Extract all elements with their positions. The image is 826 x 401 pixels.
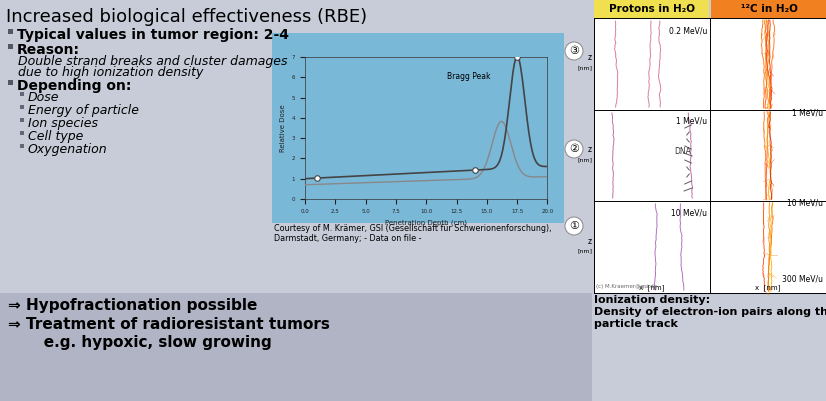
Text: Protons in H₂O: Protons in H₂O [609, 4, 695, 14]
Text: Density of electron-ion pairs along the: Density of electron-ion pairs along the [594, 307, 826, 317]
Text: ¹²C in H₂O: ¹²C in H₂O [741, 4, 797, 14]
X-axis label: Penetration Depth (cm): Penetration Depth (cm) [385, 219, 468, 226]
Text: ⇒ Hypofractionation possible: ⇒ Hypofractionation possible [8, 298, 258, 313]
Text: Double strand breaks and cluster damages: Double strand breaks and cluster damages [18, 55, 287, 68]
Text: Cell type: Cell type [28, 130, 83, 143]
FancyBboxPatch shape [20, 131, 24, 135]
FancyBboxPatch shape [20, 92, 24, 96]
FancyBboxPatch shape [8, 44, 13, 49]
Text: particle track: particle track [594, 319, 678, 329]
Text: 1 MeV/u: 1 MeV/u [792, 109, 823, 118]
FancyBboxPatch shape [594, 18, 826, 293]
FancyBboxPatch shape [272, 33, 564, 223]
FancyBboxPatch shape [20, 118, 24, 122]
Text: DNA: DNA [674, 146, 691, 156]
Text: x  [nm]: x [nm] [639, 284, 665, 291]
Circle shape [565, 42, 583, 60]
Text: Ion species: Ion species [28, 117, 98, 130]
Text: e.g. hypoxic, slow growing: e.g. hypoxic, slow growing [28, 335, 272, 350]
Text: ③: ③ [569, 46, 579, 56]
FancyBboxPatch shape [711, 0, 826, 18]
Text: Depending on:: Depending on: [17, 79, 131, 93]
FancyBboxPatch shape [8, 29, 13, 34]
Text: Energy of particle: Energy of particle [28, 104, 139, 117]
Text: ②: ② [569, 144, 579, 154]
Text: [nm]: [nm] [577, 158, 592, 162]
FancyBboxPatch shape [8, 80, 13, 85]
Text: Reason:: Reason: [17, 43, 80, 57]
Text: Increased biological effectiveness (RBE): Increased biological effectiveness (RBE) [6, 8, 367, 26]
Text: ①: ① [569, 221, 579, 231]
Text: ⇒ Treatment of radioresistant tumors: ⇒ Treatment of radioresistant tumors [8, 317, 330, 332]
Text: Bragg Peak: Bragg Peak [447, 72, 491, 81]
FancyBboxPatch shape [594, 0, 709, 18]
Text: z: z [588, 53, 592, 63]
Text: Dose: Dose [28, 91, 59, 104]
Text: 1 MeV/u: 1 MeV/u [676, 117, 707, 126]
Text: x  [nm]: x [nm] [755, 284, 781, 291]
Text: (c) M.Kraemer@gsi.de: (c) M.Kraemer@gsi.de [596, 284, 657, 289]
Text: Oxygenation: Oxygenation [28, 143, 107, 156]
Text: 10 MeV/u: 10 MeV/u [787, 199, 823, 208]
Text: due to high ionization density: due to high ionization density [18, 66, 203, 79]
Circle shape [565, 217, 583, 235]
Text: 0.2 MeV/u: 0.2 MeV/u [668, 26, 707, 35]
Text: Typical values in tumor region: 2-4: Typical values in tumor region: 2-4 [17, 28, 289, 42]
Text: [nm]: [nm] [577, 249, 592, 253]
FancyBboxPatch shape [0, 293, 592, 401]
Circle shape [565, 140, 583, 158]
Text: 10 MeV/u: 10 MeV/u [671, 208, 707, 217]
Text: 300 MeV/u: 300 MeV/u [782, 274, 823, 283]
Text: Courtesy of M. Krämer, GSI (Gesellschaft für Schwerionenforschung),
Darmstadt, G: Courtesy of M. Krämer, GSI (Gesellschaft… [274, 224, 552, 243]
Text: [nm]: [nm] [577, 65, 592, 71]
Text: z: z [588, 146, 592, 154]
Text: z: z [588, 237, 592, 245]
FancyBboxPatch shape [20, 144, 24, 148]
FancyBboxPatch shape [20, 105, 24, 109]
Text: Ionization density:: Ionization density: [594, 295, 710, 305]
Y-axis label: Relative Dose: Relative Dose [280, 104, 287, 152]
